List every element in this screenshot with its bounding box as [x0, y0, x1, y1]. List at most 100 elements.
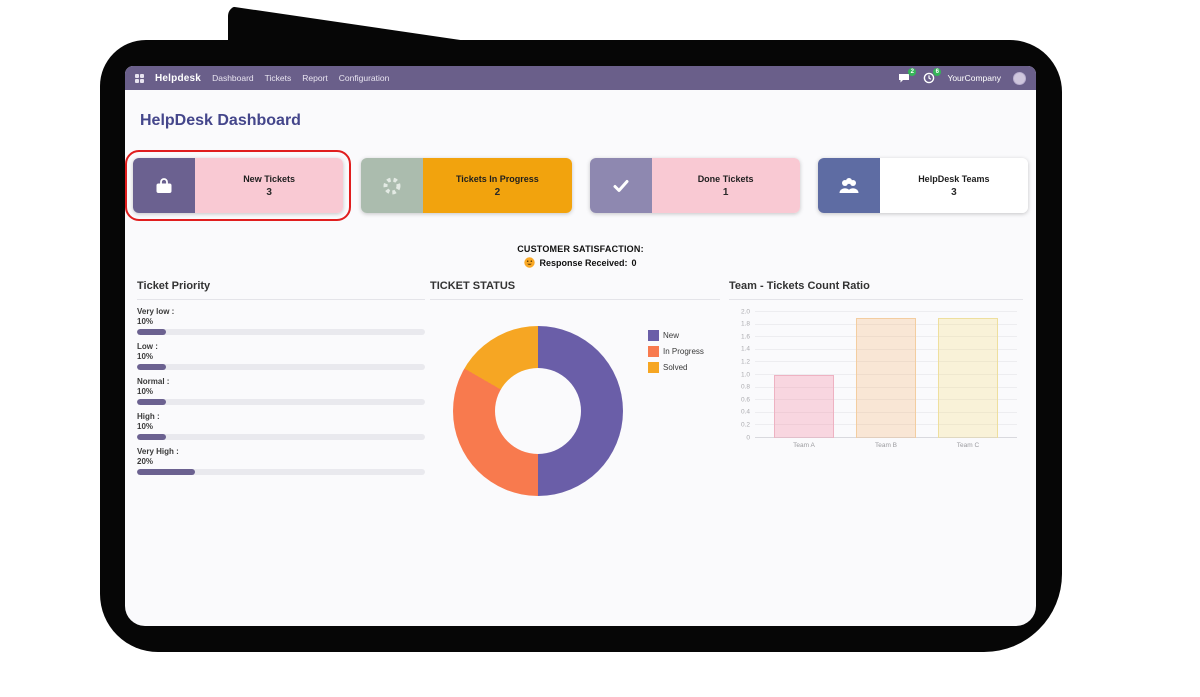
kpi-value: 3 [266, 186, 272, 198]
team-bar[interactable] [938, 318, 998, 438]
satisfaction-label: Response Received: [539, 257, 628, 268]
gridline [755, 399, 1017, 401]
team-xlabels: Team A Team B Team C [755, 442, 1017, 449]
ticket-status-legend: New In Progress Solved [648, 330, 704, 373]
satisfaction-value: 0 [631, 257, 637, 268]
company-switcher[interactable]: YourCompany [947, 73, 1001, 83]
y-tick-label: 0.4 [740, 408, 750, 416]
priority-bar-fill [137, 469, 195, 475]
team-bar[interactable] [856, 318, 916, 438]
gridline [755, 374, 1017, 375]
legend-label: In Progress [663, 347, 704, 356]
x-tick-label: Team A [793, 442, 815, 449]
kpi-card-done-tickets[interactable]: Done Tickets 1 [589, 158, 800, 213]
gridline [755, 437, 1017, 438]
customer-satisfaction: CUSTOMER SATISFACTION: Response Received… [125, 244, 1036, 268]
priority-bar-fill [137, 434, 166, 440]
priority-percent: 10% [137, 352, 154, 361]
x-tick-label: Team B [874, 442, 898, 449]
apps-grid-icon[interactable] [135, 73, 144, 83]
priority-bar-track [137, 329, 425, 335]
gridline [755, 311, 1017, 312]
kpi-card-body: Tickets In Progress 2 [423, 158, 572, 213]
priority-bar-track [137, 469, 425, 475]
activity-clock-icon[interactable]: 6 [922, 67, 942, 85]
priority-bar-track [137, 364, 425, 370]
priority-percent: 10% [137, 317, 154, 326]
gridline [755, 361, 1017, 363]
user-avatar[interactable] [1013, 71, 1026, 85]
y-tick-label: 0.6 [740, 395, 750, 403]
navbar-right: 2 6 YourCompany [897, 67, 1026, 85]
priority-row: Very low :10% [137, 307, 425, 335]
priority-row: High :10% [137, 412, 425, 440]
priority-bar-fill [137, 329, 166, 335]
team-bar-cell [845, 312, 927, 438]
priority-bar-track [137, 434, 425, 440]
kpi-label: Done Tickets [697, 173, 754, 184]
kpi-card-new-tickets[interactable]: New Tickets 3 [125, 150, 352, 221]
priority-label: High : [137, 412, 160, 421]
priority-label: Low : [137, 342, 158, 351]
messages-icon[interactable]: 2 [897, 67, 917, 85]
legend-swatch [648, 346, 659, 357]
kpi-card-body: New Tickets 3 [195, 158, 344, 213]
app-window: Helpdesk Dashboard Tickets Report Config… [125, 66, 1036, 626]
team-bars [755, 312, 1017, 438]
gridline [755, 348, 1017, 350]
legend-label: Solved [663, 363, 688, 372]
priority-row: Normal :10% [137, 377, 425, 405]
gridline [755, 386, 1017, 388]
y-tick-label: 0.2 [740, 421, 750, 429]
legend-swatch [648, 330, 659, 341]
kpi-label: New Tickets [243, 173, 296, 184]
team-bar[interactable] [774, 375, 834, 438]
gridline [755, 424, 1017, 426]
kpi-value: 2 [494, 186, 501, 198]
messages-badge: 2 [908, 67, 917, 76]
kpi-card-body: Done Tickets 1 [651, 158, 800, 213]
satisfaction-title: CUSTOMER SATISFACTION: [517, 244, 644, 254]
kpi-label: Tickets In Progress [455, 173, 539, 184]
y-tick-label: 1.2 [740, 358, 750, 366]
kpi-value: 3 [951, 186, 957, 198]
gridline [755, 411, 1017, 413]
priority-label: Normal : [137, 377, 170, 386]
kpi-card-helpdesk-teams[interactable]: HelpDesk Teams 3 [817, 158, 1028, 213]
priority-label: Very low : [137, 307, 175, 316]
legend-label: New [663, 331, 680, 340]
nav-tickets[interactable]: Tickets [264, 73, 292, 83]
legend-item[interactable]: In Progress [648, 346, 704, 357]
x-tick-label: Team C [956, 442, 980, 449]
y-tick-label: 2.0 [740, 307, 750, 315]
legend-item[interactable]: New [648, 330, 704, 341]
legend-item[interactable]: Solved [648, 362, 704, 373]
satisfaction-line: Response Received: 0 [125, 257, 1036, 268]
smiley-icon [524, 257, 536, 268]
device-frame-wedge [228, 6, 474, 42]
y-tick-label: 1.0 [740, 370, 750, 378]
ticket-priority-list: Very low :10% Low :10% Normal :10% High :10… [137, 307, 425, 475]
priority-row: Very High :20% [137, 447, 425, 475]
app-brand[interactable]: Helpdesk [155, 72, 202, 84]
ticket-status-donut[interactable] [453, 326, 623, 496]
priority-row: Low :10% [137, 342, 425, 370]
gridline [755, 323, 1017, 325]
y-tick-label: 0.8 [740, 383, 750, 391]
priority-bar-fill [137, 399, 166, 405]
ticket-status-title: TICKET STATUS [430, 280, 720, 300]
priority-bar-fill [137, 364, 166, 370]
ticket-status-chart: New In Progress Solved [430, 300, 720, 496]
kpi-card-tickets-in-progress[interactable]: Tickets In Progress 2 [361, 158, 572, 213]
kpi-label: HelpDesk Teams [918, 173, 990, 184]
check-icon [589, 158, 652, 213]
y-tick-label: 1.6 [740, 332, 750, 340]
nav-report[interactable]: Report [302, 73, 328, 83]
priority-label: Very High : [137, 447, 179, 456]
team-chart-plot: 0 0.2 0.4 0.6 0.8 1.0 1.2 1.4 1.6 1.8 2.0 [741, 308, 1017, 440]
briefcase-icon [133, 158, 195, 213]
nav-dashboard[interactable]: Dashboard [212, 73, 254, 83]
kpi-cards-row: New Tickets 3 Tickets In Progress 2 Done… [125, 150, 1028, 221]
top-navbar: Helpdesk Dashboard Tickets Report Config… [125, 66, 1036, 90]
nav-configuration[interactable]: Configuration [338, 73, 390, 83]
